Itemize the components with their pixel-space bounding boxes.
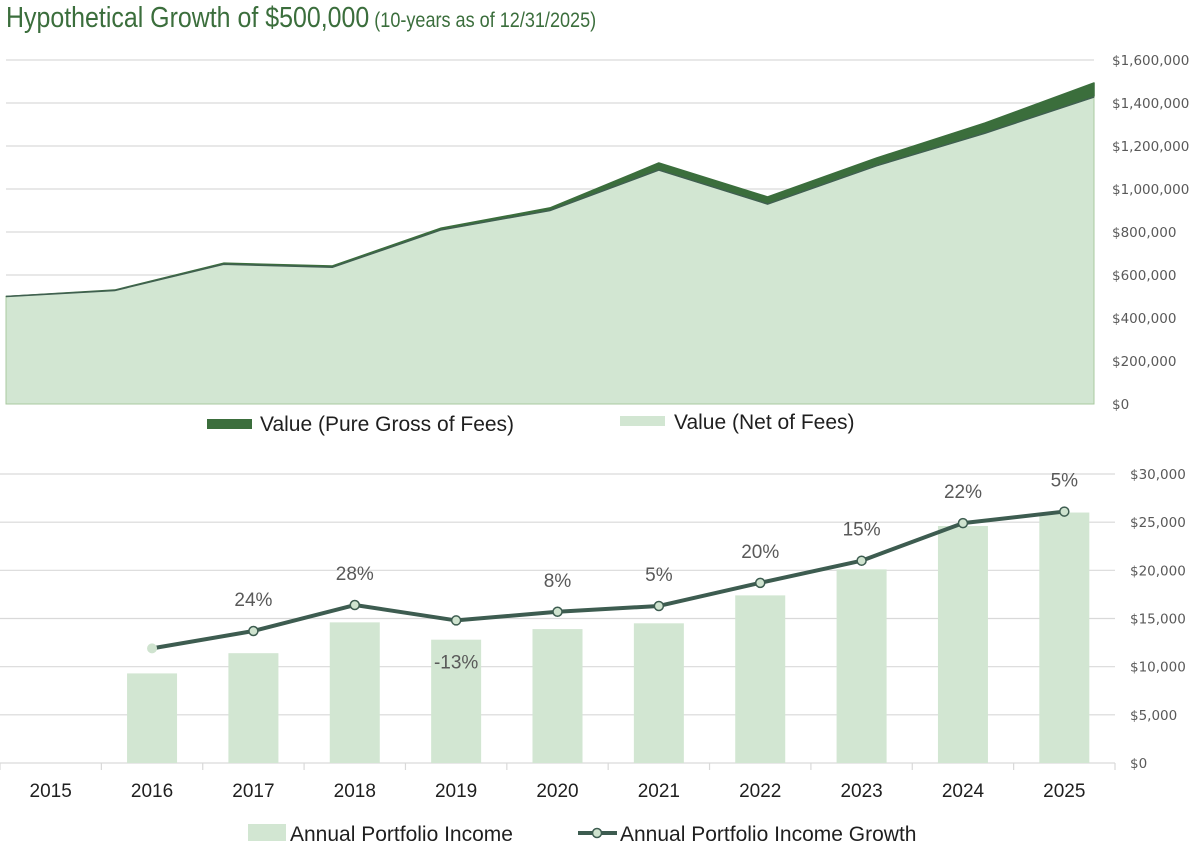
y-tick-label: $600,000 <box>1112 268 1176 284</box>
legend-label-income: Annual Portfolio Income <box>290 823 513 846</box>
y-tick-label: $5,000 <box>1130 708 1177 724</box>
bottom-chart-y-axis: $0 $5,000 $10,000 $15,000 $20,000 $25,000 $30,… <box>1130 467 1186 772</box>
y-tick-label: $400,000 <box>1112 311 1176 327</box>
marker-2018 <box>349 599 361 611</box>
bar-2022 <box>735 595 786 763</box>
chart-title-subtitle: (10-years as of 12/31/2025) <box>369 9 597 32</box>
y-tick-label: $10,000 <box>1130 660 1186 676</box>
marker-2019 <box>450 615 462 626</box>
legend-label-gross: Value (Pure Gross of Fees) <box>260 413 514 436</box>
growth-label-2020: 8% <box>544 571 572 592</box>
bar-2017 <box>228 653 279 763</box>
marker-2025 <box>1059 506 1070 517</box>
growth-label-2023: 15% <box>843 520 881 541</box>
bottom-chart-growth-line: 24% 28% -13% 8% 5% 20% 15% 22% 5% <box>147 471 1079 673</box>
chart-title-main: Hypothetical Growth of $500,000 <box>6 2 370 34</box>
x-tick-label: 2018 <box>334 781 376 802</box>
x-tick-label: 2021 <box>638 781 680 802</box>
x-tick-label: 2016 <box>131 781 173 802</box>
legend-marker-growth <box>591 827 603 839</box>
marker-2016 <box>147 643 158 654</box>
marker-2017 <box>248 625 259 637</box>
legend-swatch-income <box>248 824 286 841</box>
x-tick-label: 2023 <box>840 781 882 802</box>
bottom-chart-x-axis: 2015 2016 2017 2018 2019 2020 2021 2022 2023 2024… <box>0 763 1116 802</box>
y-tick-label: $25,000 <box>1130 515 1186 531</box>
y-tick-label: $1,200,000 <box>1112 139 1189 155</box>
y-tick-label: $30,000 <box>1130 467 1186 483</box>
y-tick-label: $1,400,000 <box>1112 96 1189 112</box>
bar-2024 <box>937 526 988 763</box>
y-tick-label: $1,600,000 <box>1112 53 1189 69</box>
y-tick-label: $15,000 <box>1130 612 1186 628</box>
growth-label-2024: 22% <box>944 482 982 503</box>
bar-2018 <box>329 622 380 763</box>
line-net-of-fees <box>5 96 1095 298</box>
marker-2020 <box>552 606 563 618</box>
top-chart-legend: Value (Pure Gross of Fees) Value (Net of… <box>207 411 855 436</box>
x-tick-label: 2019 <box>435 781 477 802</box>
x-tick-label: 2025 <box>1043 781 1085 802</box>
y-tick-label: $800,000 <box>1112 225 1176 241</box>
marker-2022 <box>754 577 766 589</box>
growth-line <box>151 509 1065 651</box>
growth-label-2025: 5% <box>1051 471 1079 492</box>
bar-2016 <box>127 673 178 763</box>
x-tick-label: 2020 <box>536 781 578 802</box>
y-tick-label: $0 <box>1112 397 1129 413</box>
chart-title: Hypothetical Growth of $500,000 (10-year… <box>6 2 596 35</box>
legend-swatch-gross <box>207 419 252 429</box>
x-tick-label: 2022 <box>739 781 781 802</box>
bottom-chart-bars <box>127 512 1090 763</box>
growth-label-2018: 28% <box>336 564 374 585</box>
bottom-chart-legend: Annual Portfolio Income Annual Portfolio… <box>248 823 916 846</box>
marker-2024 <box>957 517 969 529</box>
bar-2025 <box>1039 512 1090 763</box>
marker-2021 <box>653 600 665 612</box>
legend-label-growth: Annual Portfolio Income Growth <box>620 823 916 846</box>
growth-label-2019: -13% <box>434 652 478 673</box>
growth-label-2022: 20% <box>741 542 779 563</box>
y-tick-label: $0 <box>1130 756 1147 772</box>
growth-label-2017: 24% <box>234 590 272 611</box>
top-chart-y-axis: $0 $200,000 $400,000 $600,000 $800,000 $1,000… <box>1112 53 1189 413</box>
bar-2023 <box>836 569 887 763</box>
legend-label-net: Value (Net of Fees) <box>674 411 855 434</box>
bar-2020 <box>532 629 583 763</box>
marker-2023 <box>856 555 867 566</box>
bar-2021 <box>633 623 684 763</box>
y-tick-label: $1,000,000 <box>1112 182 1189 198</box>
x-tick-label: 2015 <box>30 781 72 802</box>
top-chart-areas <box>5 82 1095 405</box>
growth-label-2021: 5% <box>645 565 673 586</box>
bar-2019 <box>431 639 482 763</box>
x-tick-label: 2017 <box>232 781 274 802</box>
y-tick-label: $200,000 <box>1112 354 1176 370</box>
x-tick-label: 2024 <box>942 781 985 802</box>
legend-swatch-net <box>620 416 665 426</box>
y-tick-label: $20,000 <box>1130 563 1186 579</box>
